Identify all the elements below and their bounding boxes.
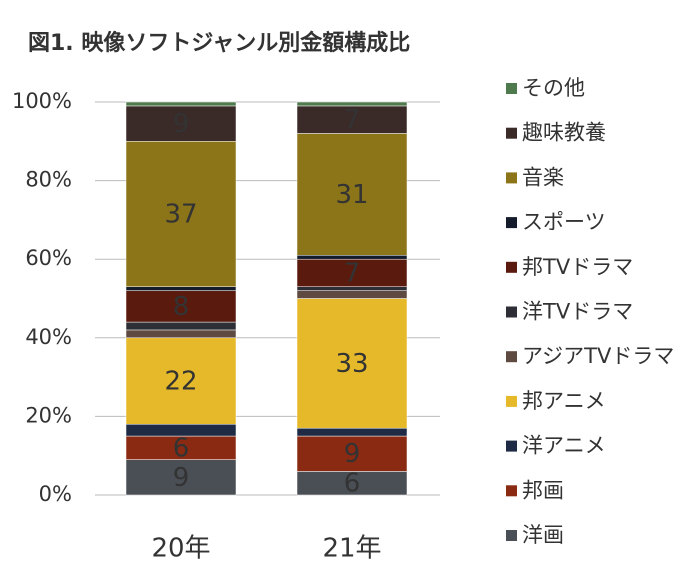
y-tick-label: 40% [25, 325, 72, 349]
bar-segment [125, 424, 237, 437]
legend-swatch [506, 530, 517, 541]
bar-segment [125, 290, 237, 323]
value-label: 9 [173, 109, 190, 139]
value-label: 33 [335, 349, 368, 379]
legend-swatch [506, 172, 517, 184]
legend-label: その他 [522, 76, 585, 100]
value-label: 6 [173, 433, 190, 463]
legend-label: アジアTVドラマ [522, 344, 674, 368]
bar-segment [296, 427, 408, 437]
legend-swatch [506, 306, 517, 318]
bar-segment [296, 258, 408, 287]
y-tick-label: 20% [25, 403, 72, 427]
legend-label: 邦TVドラマ [522, 255, 633, 279]
chart-title: 図1. 映像ソフトジャンル別金額構成比 [28, 30, 410, 56]
legend-label: 邦画 [522, 478, 564, 502]
y-tick-label: 80% [25, 168, 72, 192]
bar-segment [296, 255, 408, 260]
value-label: 6 [344, 469, 361, 499]
y-tick-label: 60% [25, 246, 72, 270]
value-label: 9 [173, 463, 190, 493]
bar-segment [125, 105, 237, 142]
legend-swatch [506, 83, 517, 94]
value-label: 37 [164, 200, 197, 230]
legend-label: 邦アニメ [522, 389, 606, 413]
legend-label: 洋画 [522, 523, 564, 547]
bar-segment [125, 141, 237, 287]
x-tick-label: 20年 [151, 534, 210, 564]
bar-segment [296, 105, 408, 134]
legend-swatch [506, 395, 517, 407]
legend-label: スポーツ [522, 210, 606, 234]
bar-segment [296, 290, 408, 299]
value-label: 8 [173, 292, 190, 322]
bar-segment [296, 133, 408, 256]
legend-swatch [506, 485, 517, 497]
legend-label: 趣味教養 [522, 121, 606, 145]
legend-label: 音楽 [522, 165, 564, 189]
bar-segment [125, 329, 237, 339]
bar-segment [296, 435, 408, 472]
bar-segment [125, 337, 237, 425]
legend-swatch [506, 217, 517, 229]
legend-swatch [506, 261, 517, 273]
bar-segment [125, 101, 237, 107]
legend-swatch [506, 440, 517, 452]
value-label: 31 [335, 180, 368, 210]
y-tick-label: 0% [39, 482, 72, 506]
bar-segment [125, 286, 237, 291]
value-label: 22 [164, 367, 197, 397]
bar-segment [125, 459, 237, 496]
y-tick-label: 100% [12, 89, 72, 113]
legend-label: 洋アニメ [522, 434, 606, 458]
value-label: 9 [344, 439, 361, 469]
value-label: 7 [344, 105, 361, 135]
bar-segment [125, 321, 237, 331]
x-tick-label: 21年 [322, 534, 381, 564]
legend-label: 洋TVドラマ [522, 300, 633, 324]
value-label: 7 [344, 258, 361, 288]
bar-segment [296, 101, 408, 107]
bar-segment [296, 298, 408, 429]
legend-swatch [506, 127, 517, 139]
legend-swatch [506, 351, 517, 363]
